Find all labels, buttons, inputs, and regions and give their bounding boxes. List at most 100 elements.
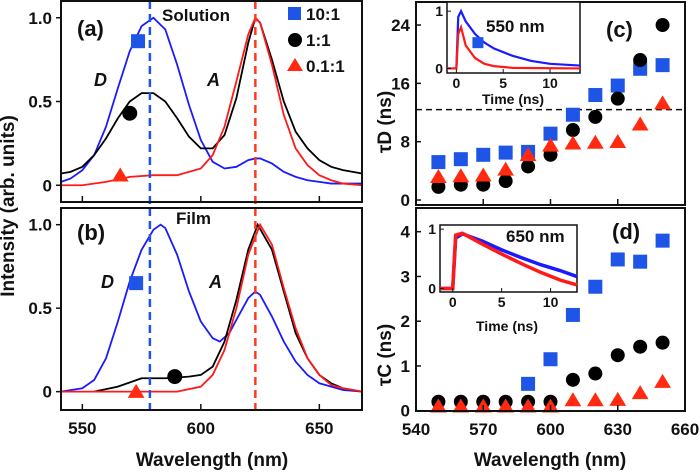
y-tick-label: 2 [401, 312, 410, 331]
data-point-triangle [542, 137, 559, 152]
data-point-triangle [474, 167, 492, 182]
data-point-triangle [452, 398, 470, 413]
series-marker-square [131, 34, 146, 49]
inset-x-tick-label: 10 [542, 75, 558, 91]
data-point-circle [588, 109, 603, 124]
inset-y-tick-label: 0 [435, 60, 443, 76]
data-point-triangle [654, 373, 671, 388]
y-tick-label: 0.5 [28, 93, 52, 112]
data-point-square [610, 252, 625, 267]
y-tick-label: 0 [401, 191, 410, 210]
data-point-circle [431, 179, 446, 194]
inset-y-tick-label: 1 [428, 221, 436, 237]
panel-label-c: (c) [606, 17, 633, 42]
data-point-square [431, 155, 446, 170]
data-point-square [543, 126, 558, 141]
data-point-square [565, 307, 580, 322]
y-tick-label: 0 [43, 383, 52, 402]
data-point-circle [633, 53, 648, 68]
inset-decay-curve [447, 23, 581, 70]
data-point-square [565, 107, 580, 122]
right-x-axis-label: Wavelength (nm) [474, 450, 626, 471]
inset-x-tick-label: 5 [498, 294, 506, 310]
data-point-circle [565, 123, 580, 138]
spectrum-line-0.1:1 [61, 16, 363, 187]
data-point-circle [610, 91, 625, 106]
data-point-square [521, 376, 536, 391]
inset-d-xlabel: Time (ns) [476, 318, 538, 334]
data-point-triangle [609, 133, 627, 148]
data-point-square [633, 254, 648, 269]
plot-frame [60, 207, 363, 411]
x-tick-label: 650 [305, 419, 333, 438]
inset-x-tick-label: 0 [449, 294, 457, 310]
y-tick-label: 1.0 [28, 9, 52, 28]
data-point-square [498, 145, 513, 160]
panel-label-b: (b) [77, 220, 105, 245]
y-tick-label: 8 [401, 133, 410, 152]
data-point-square [610, 78, 625, 93]
data-point-triangle [519, 147, 537, 162]
y-tick-label: 1.0 [28, 216, 52, 235]
peak-label-d-a: D [94, 70, 107, 90]
data-point-circle [655, 335, 670, 350]
x-tick-label: 570 [469, 420, 497, 439]
data-point-square [655, 58, 670, 73]
left-y-axis-label: Intensity (arb. units) [0, 115, 19, 297]
spectrum-line-1:1 [93, 222, 363, 393]
legend-marker-triangle [287, 58, 303, 71]
inset-x-tick-label: 0 [452, 75, 460, 91]
legend: 10:1 1:1 0.1:1 [287, 5, 345, 76]
peak-label-d-b: D [101, 272, 114, 292]
inset-y-tick-label: 0 [428, 280, 436, 296]
data-point-circle [610, 348, 625, 363]
legend-marker-circle [288, 33, 302, 47]
inset-frame [446, 1, 581, 74]
data-point-triangle [564, 135, 582, 150]
data-point-circle [565, 372, 580, 387]
legend-label-10-1: 10:1 [306, 5, 340, 24]
legend-label-0-1-1: 0.1:1 [306, 57, 345, 76]
y-tick-label: 0.5 [28, 299, 52, 318]
data-point-square [453, 152, 468, 167]
y-tick-label: 24 [391, 16, 410, 35]
data-point-circle [588, 366, 603, 381]
y-tick-label: 16 [391, 74, 410, 93]
series-marker-triangle [127, 383, 145, 398]
data-point-square [476, 147, 491, 162]
panel-label-a: (a) [77, 16, 104, 41]
spectrum-line-0.1:1 [61, 222, 363, 393]
spectrum-line-10:1 [60, 223, 363, 393]
x-tick-label: 550 [68, 419, 96, 438]
annotation-solution: Solution [162, 6, 230, 25]
series-marker-square [129, 276, 144, 291]
data-point-square [588, 88, 603, 103]
inset-x-tick-label: 10 [543, 294, 559, 310]
y-axis-label-tau-d: τD (ns) [375, 91, 396, 153]
data-point-circle [521, 159, 536, 174]
x-tick-label: 540 [402, 420, 430, 439]
data-point-triangle [519, 398, 537, 413]
left-x-axis-label: Wavelength (nm) [136, 450, 288, 471]
panel-label-d: (d) [612, 219, 640, 244]
series-marker-circle [122, 105, 138, 121]
data-point-triangle [430, 398, 447, 413]
spectrum-line-10:1 [60, 16, 362, 185]
data-point-triangle [631, 385, 649, 400]
peak-label-a-b: A [208, 272, 222, 292]
data-point-square [543, 352, 558, 367]
data-point-triangle [564, 392, 582, 407]
data-point-triangle [586, 134, 604, 149]
y-axis-label-tau-c: τC (ns) [375, 324, 396, 386]
annotation-film: Film [176, 209, 211, 228]
x-tick-label: 600 [536, 420, 564, 439]
inset-decay-curve [440, 231, 578, 291]
inset-x-tick-label: 5 [499, 75, 507, 91]
data-point-square [655, 233, 670, 248]
x-tick-label: 630 [604, 420, 632, 439]
data-point-circle [633, 339, 648, 354]
data-point-triangle [586, 392, 604, 407]
y-tick-label: 3 [401, 267, 410, 286]
data-point-triangle [452, 168, 470, 183]
